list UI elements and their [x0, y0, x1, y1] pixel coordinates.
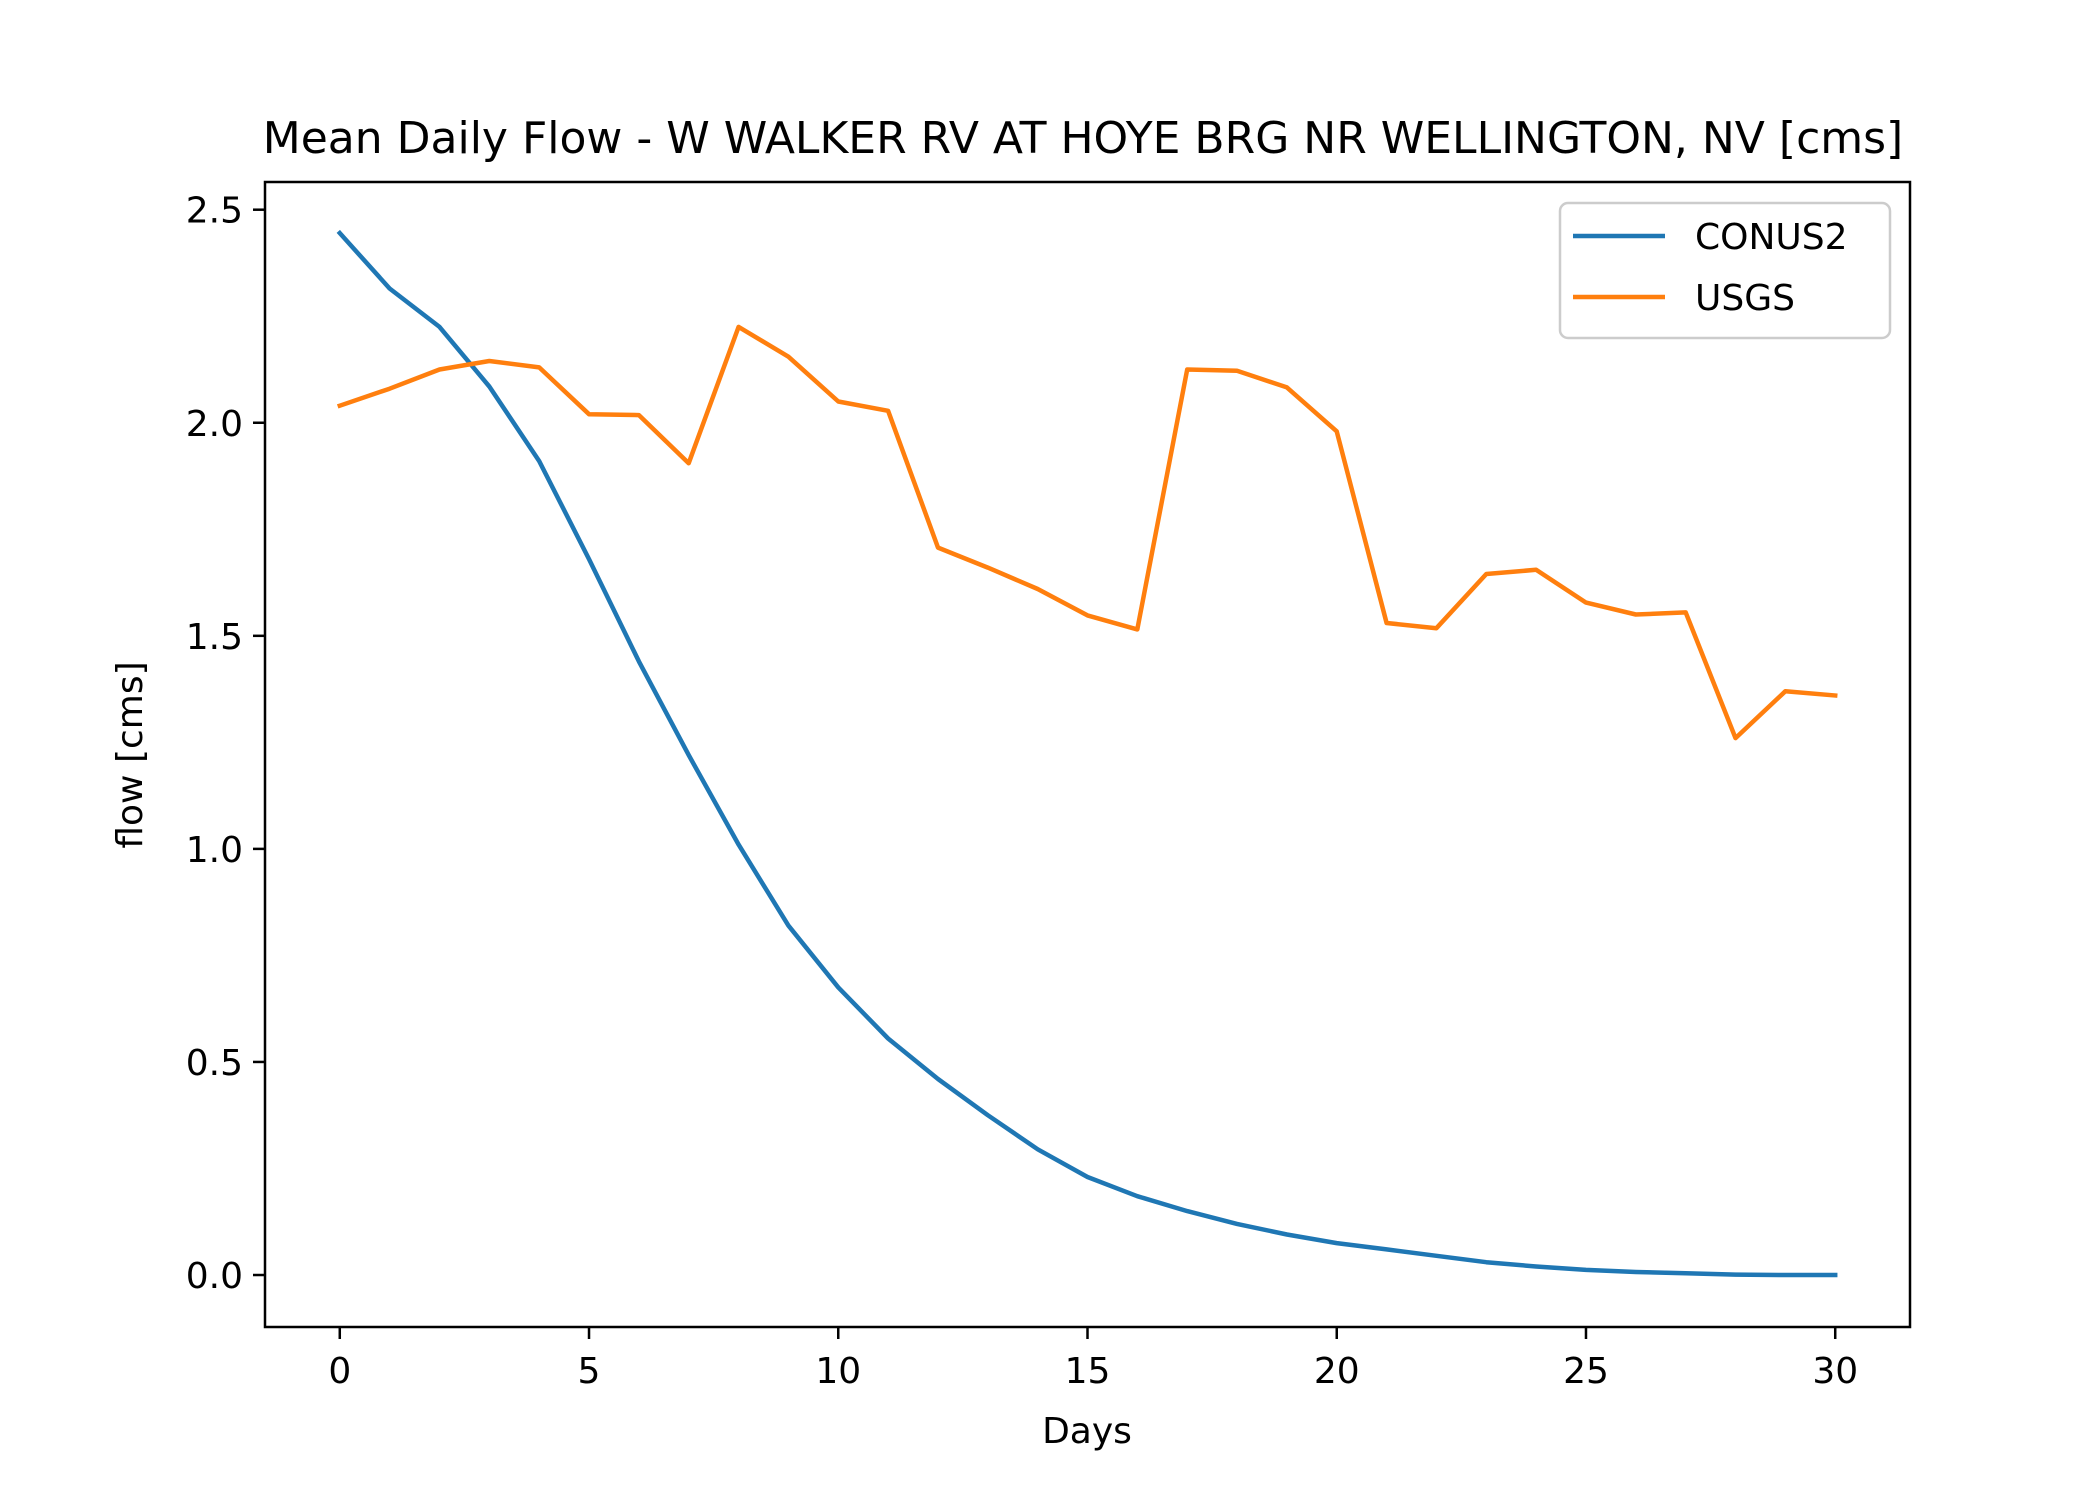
x-axis: 0 5 10 15 20 25 30	[328, 1327, 1858, 1392]
x-tick-label: 25	[1563, 1351, 1609, 1392]
x-tick-label: 20	[1314, 1351, 1360, 1392]
y-axis: 0.0 0.5 1.0 1.5 2.0 2.5	[186, 191, 265, 1297]
y-tick-label: 0.0	[186, 1256, 243, 1297]
legend-label-usgs: USGS	[1695, 278, 1795, 319]
chart-title: Mean Daily Flow - W WALKER RV AT HOYE BR…	[263, 113, 1903, 164]
plot-lines	[336, 229, 1838, 1278]
y-tick-label: 2.5	[186, 191, 243, 232]
y-tick-label: 1.0	[186, 830, 243, 871]
x-tick-label: 15	[1065, 1351, 1111, 1392]
x-axis-label: Days	[1042, 1411, 1132, 1452]
x-tick-label: 30	[1812, 1351, 1858, 1392]
y-tick-label: 0.5	[186, 1043, 243, 1084]
y-axis-label: flow [cms]	[110, 661, 151, 848]
x-tick-label: 0	[328, 1351, 351, 1392]
plot-frame	[263, 180, 1912, 1329]
y-tick-label: 1.5	[186, 617, 243, 658]
x-tick-label: 5	[578, 1351, 601, 1392]
legend: CONUS2 USGS	[1558, 201, 1892, 340]
legend-label-conus2: CONUS2	[1695, 217, 1848, 258]
y-tick-label: 2.0	[186, 404, 243, 445]
series-line-conus2	[336, 229, 1838, 1278]
x-tick-label: 10	[815, 1351, 861, 1392]
series-line-usgs	[336, 324, 1838, 741]
